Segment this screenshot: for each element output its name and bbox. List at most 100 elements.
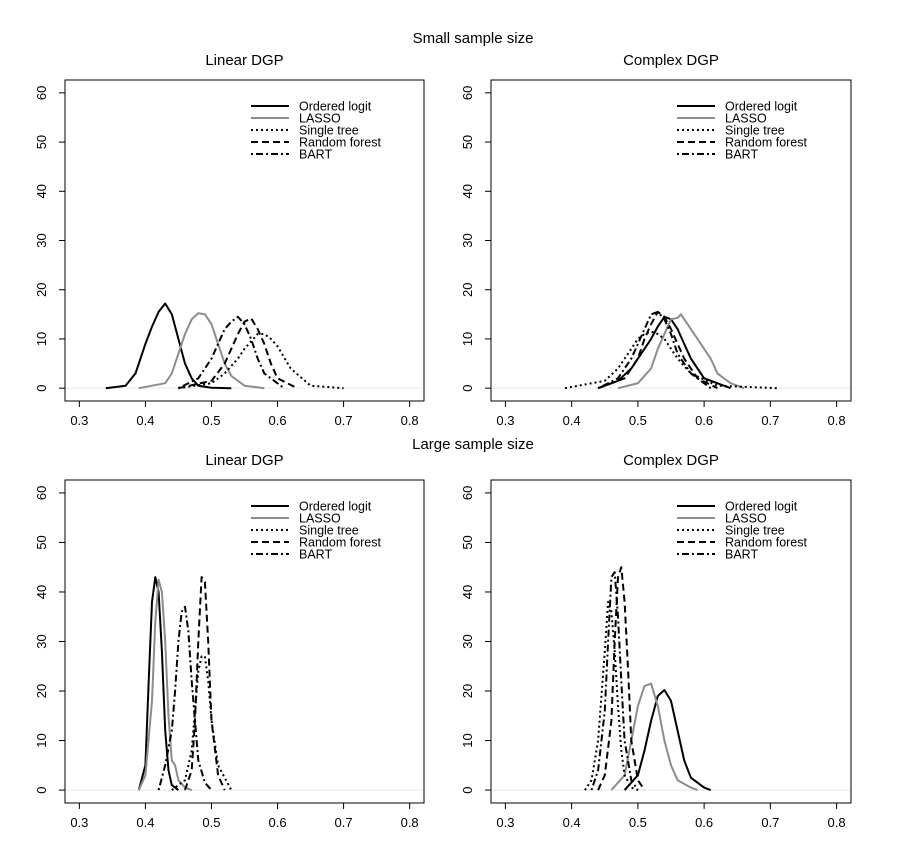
y-tick-label: 10 [34, 332, 49, 346]
chart-panel-1: Linear DGP 0.3 0.4 0.5 0.6 0.7 0.8 0 10 20 30 40 50 6… [34, 52, 425, 428]
y-tick-label: 0 [34, 385, 49, 392]
series-line-random-forest [184, 576, 226, 791]
series-line-bart [590, 571, 639, 791]
chart-panel-2: Complex DGP 0.3 0.4 0.5 0.6 0.7 0.8 0 10 20 30 40 50… [460, 52, 852, 428]
series-line-random-forest [597, 566, 646, 791]
y-tick-label: 20 [34, 282, 49, 296]
series-line-ordered-logit [105, 302, 232, 390]
x-tick-label: 0.4 [563, 413, 581, 428]
series-line-bart [597, 310, 712, 390]
x-tick-label: 0.4 [136, 815, 154, 830]
legend-label-random-forest: Random forest [725, 136, 808, 150]
y-tick-label: 10 [34, 733, 49, 747]
x-tick-label: 0.7 [761, 413, 779, 428]
legend-label-ordered-logit: Ordered logit [299, 100, 372, 114]
legend-label-random-forest: Random forest [299, 136, 382, 150]
legend-label-single-tree: Single tree [725, 524, 785, 538]
section-title-large: Large sample size [412, 436, 534, 453]
legend-label-lasso: LASSO [725, 512, 767, 526]
series-line-lasso [137, 578, 193, 792]
series-line-lasso [610, 682, 698, 792]
legend-label-lasso: LASSO [725, 112, 767, 126]
y-tick-label: 0 [460, 385, 475, 392]
x-tick-label: 0.7 [335, 815, 353, 830]
series-line-single-tree [171, 655, 233, 791]
x-tick-label: 0.8 [401, 413, 419, 428]
x-tick-label: 0.3 [496, 413, 514, 428]
series-line-lasso [617, 313, 745, 390]
y-tick-label: 30 [460, 233, 475, 247]
x-tick-label: 0.4 [563, 815, 581, 830]
y-tick-label: 40 [34, 184, 49, 198]
x-tick-label: 0.3 [496, 815, 514, 830]
y-tick-label: 20 [460, 684, 475, 698]
y-tick-label: 60 [34, 86, 49, 100]
plot-frame [490, 79, 852, 402]
legend-label-bart: BART [299, 548, 332, 562]
x-tick-label: 0.6 [695, 413, 713, 428]
y-tick-label: 10 [460, 733, 475, 747]
y-tick-label: 50 [460, 535, 475, 549]
legend-label-lasso: LASSO [299, 512, 341, 526]
legend-label-single-tree: Single tree [299, 524, 359, 538]
legend-label-lasso: LASSO [299, 112, 341, 126]
y-tick-label: 0 [460, 786, 475, 793]
x-tick-label: 0.3 [70, 815, 88, 830]
x-tick-label: 0.4 [136, 413, 154, 428]
legend-label-single-tree: Single tree [725, 124, 785, 138]
legend-label-bart: BART [725, 148, 758, 162]
y-tick-label: 50 [34, 135, 49, 149]
x-tick-label: 0.5 [202, 413, 220, 428]
legend-label-random-forest: Random forest [299, 536, 382, 550]
series-line-random-forest [178, 317, 298, 390]
chart-panel-4: Complex DGP 0.3 0.4 0.5 0.6 0.7 0.8 0 10 20 30 40 50… [460, 452, 852, 830]
x-tick-label: 0.6 [268, 413, 286, 428]
legend-label-bart: BART [725, 548, 758, 562]
y-tick-label: 0 [34, 786, 49, 793]
x-tick-label: 0.8 [828, 413, 846, 428]
series-line-single-tree [564, 330, 778, 390]
panel-title: Linear DGP [205, 52, 283, 69]
y-tick-label: 20 [460, 282, 475, 296]
x-tick-label: 0.6 [695, 815, 713, 830]
x-tick-label: 0.3 [70, 413, 88, 428]
x-tick-label: 0.5 [629, 413, 647, 428]
section-title-small: Small sample size [413, 30, 534, 47]
y-tick-label: 60 [34, 486, 49, 500]
y-tick-label: 60 [460, 486, 475, 500]
x-tick-label: 0.6 [268, 815, 286, 830]
series-line-bart [157, 605, 213, 791]
legend-label-ordered-logit: Ordered logit [725, 100, 798, 114]
y-tick-label: 30 [460, 634, 475, 648]
legend-label-single-tree: Single tree [299, 124, 359, 138]
y-tick-label: 30 [34, 233, 49, 247]
plot-frame [64, 479, 425, 804]
x-tick-label: 0.7 [335, 413, 353, 428]
y-tick-label: 40 [460, 184, 475, 198]
legend-label-random-forest: Random forest [725, 536, 808, 550]
y-tick-label: 20 [34, 684, 49, 698]
chart-panels: Linear DGP 0.3 0.4 0.5 0.6 0.7 0.8 0 10 20 30 40 50 6… [34, 52, 852, 830]
chart-panel-3: Linear DGP 0.3 0.4 0.5 0.6 0.7 0.8 0 10 20 30 40 50 6… [34, 452, 425, 830]
panel-title: Complex DGP [623, 52, 719, 69]
series-line-ordered-logit [623, 689, 712, 792]
panel-title: Linear DGP [205, 452, 283, 469]
x-tick-label: 0.7 [761, 815, 779, 830]
legend-label-bart: BART [299, 148, 332, 162]
x-tick-label: 0.5 [202, 815, 220, 830]
plot-frame [490, 479, 852, 804]
series-line-bart [177, 315, 285, 390]
x-tick-label: 0.8 [828, 815, 846, 830]
legend-label-ordered-logit: Ordered logit [299, 500, 372, 514]
series-line-lasso [138, 312, 265, 390]
plot-frame [64, 79, 425, 402]
y-tick-label: 50 [460, 135, 475, 149]
y-tick-label: 50 [34, 535, 49, 549]
panel-title: Complex DGP [623, 452, 719, 469]
series-line-random-forest [597, 310, 718, 390]
y-tick-label: 30 [34, 634, 49, 648]
y-tick-label: 10 [460, 332, 475, 346]
y-tick-label: 60 [460, 86, 475, 100]
